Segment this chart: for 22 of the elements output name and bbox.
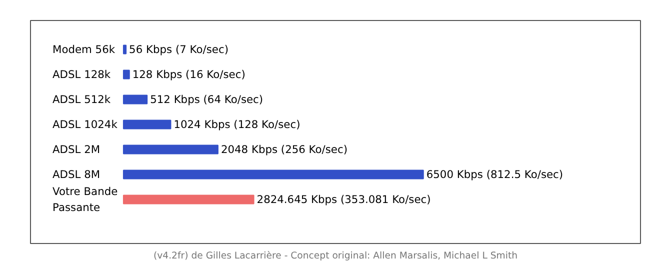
bar	[122, 144, 218, 154]
data-label: 2048 Kbps (256 Ko/sec)	[220, 143, 348, 156]
data-label: 512 Kbps (64 Ko/sec)	[150, 93, 264, 106]
y-tick-label: ADSL 1024k	[52, 118, 118, 131]
data-label: 56 Kbps (7 Ko/sec)	[129, 43, 228, 56]
text: (v4.2fr) de Gilles Lacarrière - Concept original: Allen Marsalis, Michael L Smith	[153, 250, 518, 262]
data-label: 1024 Kbps (128 Ko/sec)	[174, 118, 300, 131]
bar	[122, 120, 172, 130]
bar	[122, 94, 148, 104]
y-tick-label: ADSL 2M	[52, 143, 100, 156]
bar	[122, 194, 254, 204]
y-tick-label: Votre Bande Passante	[52, 185, 118, 214]
y-tick-label: Modem 56k	[52, 43, 116, 56]
data-label: 6500 Kbps (812.5 Ko/sec)	[426, 168, 564, 181]
y-tick-label: ADSL 128k	[52, 68, 112, 81]
bar	[122, 170, 424, 180]
y-tick-label: ADSL 512k	[52, 93, 112, 106]
data-label: 2824.645 Kbps (353.081 Ko/sec)	[256, 193, 431, 206]
bar	[122, 70, 130, 80]
bar	[122, 44, 127, 54]
y-tick-label: ADSL 8M	[52, 168, 100, 181]
data-label: 128 Kbps (16 Ko/sec)	[132, 68, 246, 81]
